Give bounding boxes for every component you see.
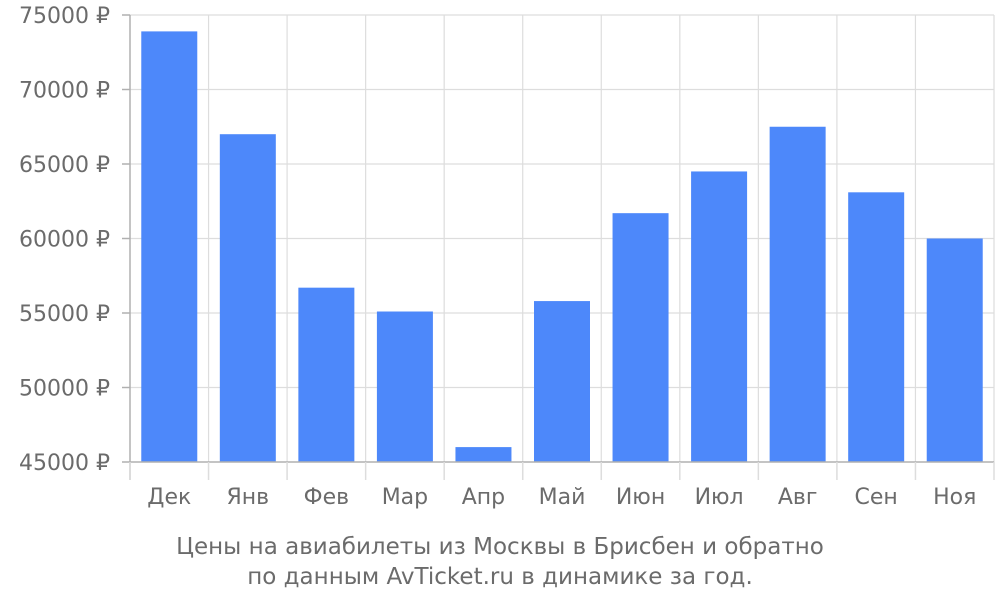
chart-caption-line-1: Цены на авиабилеты из Москвы в Брисбен и… bbox=[176, 534, 824, 560]
y-tick-label: 75000 ₽ bbox=[19, 4, 110, 29]
y-tick-label: 60000 ₽ bbox=[19, 228, 110, 253]
bar-1 bbox=[141, 31, 198, 462]
bars-layer bbox=[141, 31, 983, 462]
x-tick-label: Авг bbox=[778, 485, 818, 510]
bar-7 bbox=[612, 213, 669, 462]
bar-9 bbox=[769, 126, 826, 462]
x-tick-label: Дек bbox=[147, 485, 191, 510]
bar-4 bbox=[376, 311, 433, 462]
y-tick-label: 70000 ₽ bbox=[19, 79, 110, 104]
x-tick-label: Сен bbox=[855, 485, 898, 510]
y-tick-label: 55000 ₽ bbox=[19, 302, 110, 327]
bar-5 bbox=[455, 447, 512, 462]
x-tick-label: Фев bbox=[304, 485, 349, 510]
x-tick-label: Июл bbox=[695, 485, 744, 510]
x-tick-label: Июн bbox=[616, 485, 665, 510]
bar-3 bbox=[298, 287, 355, 462]
bar-2 bbox=[219, 134, 276, 462]
bar-6 bbox=[534, 301, 590, 462]
labels-layer: 45000 ₽ 50000 ₽ 55000 ₽ 60000 ₽ 65000 ₽ 70000… bbox=[19, 4, 976, 510]
y-tick-label: 50000 ₽ bbox=[19, 377, 110, 402]
x-tick-label: Ноя bbox=[933, 485, 976, 510]
x-tick-label: Май bbox=[539, 485, 586, 510]
y-tick-label: 45000 ₽ bbox=[19, 451, 110, 476]
bar-11 bbox=[926, 238, 983, 462]
bar-8 bbox=[691, 171, 748, 462]
x-tick-label: Янв bbox=[226, 485, 269, 510]
x-tick-label: Мар bbox=[382, 485, 428, 510]
x-tick-label: Апр bbox=[462, 485, 505, 510]
bar-10 bbox=[848, 192, 905, 462]
chart-caption-line-2: по данным AvTicket.ru в динамике за год. bbox=[247, 564, 753, 590]
y-tick-label: 65000 ₽ bbox=[19, 153, 110, 178]
axis-layer bbox=[122, 14, 995, 480]
